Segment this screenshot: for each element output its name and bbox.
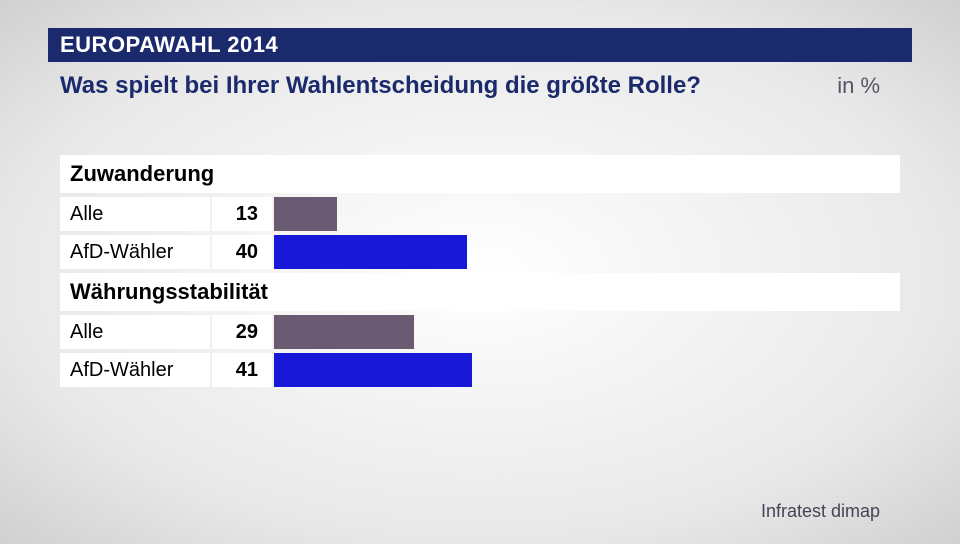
group-header-1: Währungsstabilität: [60, 273, 900, 311]
bar-track: [274, 197, 900, 231]
bar-label: AfD-Wähler: [60, 353, 210, 387]
bar-label: AfD-Wähler: [60, 235, 210, 269]
source-attribution: Infratest dimap: [761, 501, 880, 522]
chart-area: Zuwanderung Alle 13 AfD-Wähler 40 Währun…: [60, 155, 900, 391]
bar-fill: [274, 197, 337, 231]
bar-track: [274, 315, 900, 349]
bar-fill: [274, 235, 467, 269]
bar-row: AfD-Wähler 40: [60, 235, 900, 269]
bar-row: Alle 13: [60, 197, 900, 231]
bar-value: 41: [212, 353, 272, 387]
header-bar: EUROPAWAHL 2014: [48, 28, 912, 62]
bar-label: Alle: [60, 315, 210, 349]
header-title: EUROPAWAHL 2014: [60, 32, 278, 58]
bar-fill: [274, 353, 472, 387]
bar-value: 40: [212, 235, 272, 269]
question-row: Was spielt bei Ihrer Wahlentscheidung di…: [48, 66, 912, 106]
bar-label: Alle: [60, 197, 210, 231]
bar-row: Alle 29: [60, 315, 900, 349]
question-text: Was spielt bei Ihrer Wahlentscheidung di…: [60, 72, 701, 100]
unit-label: in %: [837, 73, 880, 99]
group-header-0: Zuwanderung: [60, 155, 900, 193]
bar-track: [274, 353, 900, 387]
bar-track: [274, 235, 900, 269]
bar-value: 29: [212, 315, 272, 349]
bar-value: 13: [212, 197, 272, 231]
bar-fill: [274, 315, 414, 349]
bar-row: AfD-Wähler 41: [60, 353, 900, 387]
